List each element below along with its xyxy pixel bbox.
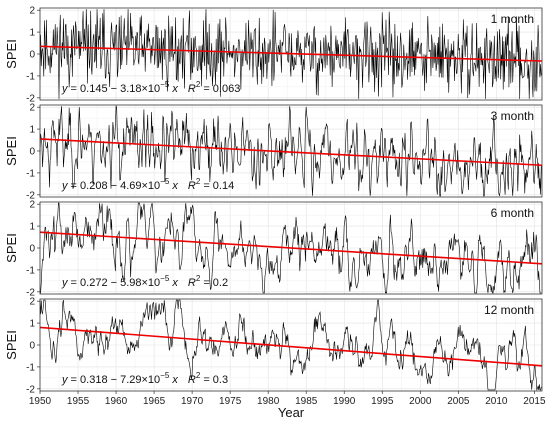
spei-series-line: [40, 202, 542, 294]
panel-title: 3 month: [491, 109, 534, 123]
y-tick-label: 2: [29, 200, 35, 211]
y-tick-label: 0: [29, 341, 35, 352]
y-tick-label: 2: [29, 103, 35, 114]
x-tick-label: 2000: [409, 396, 432, 407]
x-tick-label: 1970: [181, 396, 204, 407]
y-tick-label: -1: [26, 71, 35, 82]
regression-equation: y = 0.272 − 5.98×10−5 x R2 = 0.2: [61, 274, 228, 289]
y-tick-label: 1: [29, 28, 35, 39]
y-axis-label: SPEI: [4, 136, 19, 166]
y-tick-label: 1: [29, 319, 35, 330]
x-axis-label: Year: [278, 405, 305, 420]
y-tick-label: -2: [26, 190, 35, 201]
spei-series-line: [39, 104, 542, 197]
y-tick-label: -2: [26, 384, 35, 395]
panels: -2 -1 0 1 2 SPEI 1 month y = 0.145 − 3.18×10−5 …: [4, 6, 546, 407]
y-tick-label: -2: [26, 93, 35, 104]
y-tick-label: 1: [29, 125, 35, 136]
panel-title: 6 month: [491, 206, 534, 220]
y-axis-label: SPEI: [4, 233, 19, 263]
x-tick-label: 1980: [257, 396, 280, 407]
trend-line: [39, 45, 543, 62]
y-axis-label: SPEI: [4, 39, 19, 69]
y-tick-label: -1: [26, 265, 35, 276]
x-tick-label: 1955: [67, 396, 90, 407]
x-tick-label: 1985: [295, 396, 318, 407]
panel-4: -2 -1 0 1 2 SPEI 12 month y = 0.318 − 7.29×10−5…: [4, 297, 546, 407]
trend-line: [39, 326, 543, 367]
y-tick-label: -1: [26, 362, 35, 373]
y-tick-label: 0: [29, 244, 35, 255]
panel-3: -2 -1 0 1 2 SPEI 6 month y = 0.272 − 5.98×10−5 …: [4, 200, 543, 298]
panel-title: 1 month: [491, 12, 534, 26]
spei-series-line: [39, 299, 542, 392]
y-tick-label: 0: [29, 50, 35, 61]
y-tick-label: 1: [29, 222, 35, 233]
y-tick-label: -2: [26, 287, 35, 298]
y-tick-label: 0: [29, 147, 35, 158]
x-tick-label: 1990: [333, 396, 356, 407]
x-tick-label: 1960: [105, 396, 128, 407]
spei-series-line: [39, 9, 542, 99]
panel-title: 12 month: [484, 303, 534, 317]
x-tick-label: 1950: [29, 396, 52, 407]
x-tick-label: 1975: [219, 396, 242, 407]
y-tick-label: 2: [29, 6, 35, 17]
regression-equation: y = 0.208 − 4.69×10−5 x R2 = 0.14: [61, 177, 234, 192]
panel-2: -2 -1 0 1 2 SPEI 3 month y = 0.208 − 4.69×10−5 …: [4, 103, 543, 201]
x-tick-label: 2005: [447, 396, 470, 407]
y-tick-label: -1: [26, 168, 35, 179]
x-tick-label: 1995: [371, 396, 394, 407]
trend-line: [39, 231, 543, 265]
panel-1: -2 -1 0 1 2 SPEI 1 month y = 0.145 − 3.18×10−5 …: [4, 6, 543, 104]
x-tick-label: 2010: [485, 396, 508, 407]
trend-line: [39, 138, 543, 167]
y-axis-label: SPEI: [4, 330, 19, 360]
regression-equation: y = 0.318 − 7.29×10−5 x R2 = 0.3: [61, 371, 228, 386]
x-tick-label: 2015: [523, 396, 546, 407]
regression-equation: y = 0.145 − 3.18×10−5 x R2 = 0.063: [61, 80, 240, 95]
y-tick-label: 2: [29, 297, 35, 308]
x-tick-label: 1965: [143, 396, 166, 407]
